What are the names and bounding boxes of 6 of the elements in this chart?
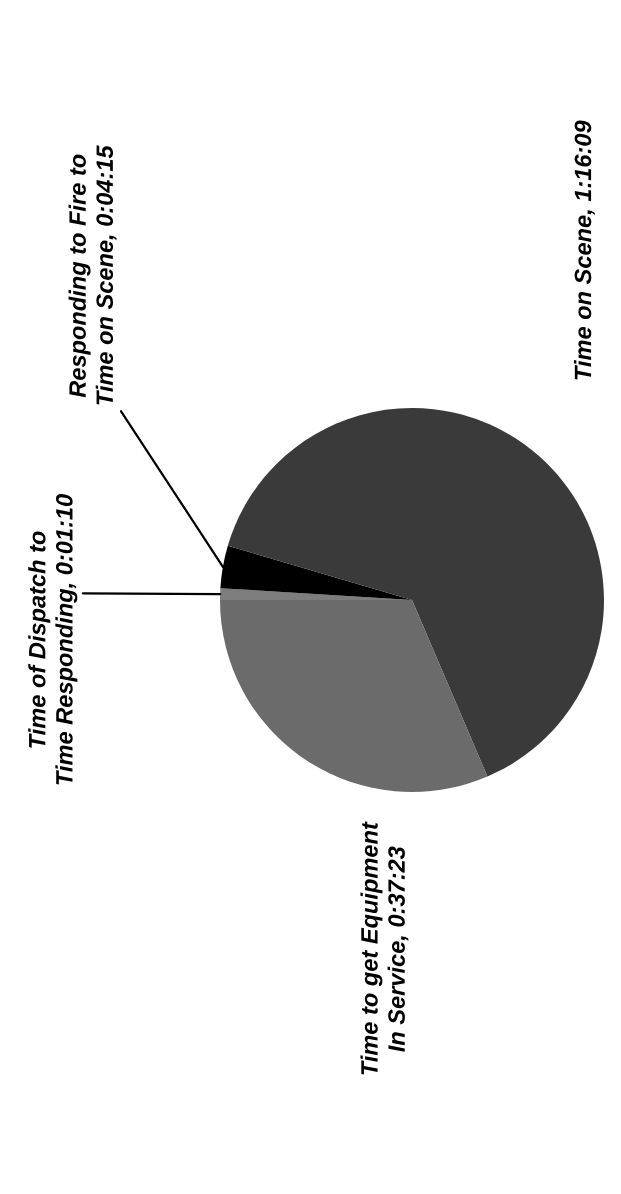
- slice-label: Time to get Equipment In Service, 0:37:23: [360, 821, 409, 1075]
- slice-label: Time on Scene, 1:16:09: [573, 120, 595, 380]
- pie-slice: [227, 408, 604, 777]
- pie-slice: [220, 600, 488, 792]
- slice-label: Time of Dispatch to Time Responding, 0:01:10: [28, 494, 78, 785]
- slice-label: Responding to Fire to Time on Scene, 0:04:15: [68, 145, 117, 405]
